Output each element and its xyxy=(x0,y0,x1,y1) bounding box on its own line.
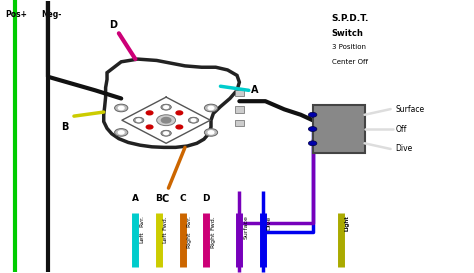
Circle shape xyxy=(176,125,182,129)
Circle shape xyxy=(161,117,171,123)
Text: Dive: Dive xyxy=(395,144,412,153)
Circle shape xyxy=(118,131,124,134)
Circle shape xyxy=(309,141,317,146)
Text: 3 Position: 3 Position xyxy=(331,44,365,50)
Circle shape xyxy=(208,106,214,110)
Text: Off: Off xyxy=(395,124,407,133)
Text: Center Off: Center Off xyxy=(331,59,367,65)
Text: Dive: Dive xyxy=(267,215,272,230)
Text: Neg-: Neg- xyxy=(41,10,61,19)
Text: C: C xyxy=(179,194,186,203)
Circle shape xyxy=(309,112,317,117)
Circle shape xyxy=(115,129,128,136)
Text: A: A xyxy=(251,85,259,95)
Circle shape xyxy=(164,132,168,135)
Text: Pos+: Pos+ xyxy=(5,10,27,19)
Text: Rvr.: Rvr. xyxy=(186,215,191,227)
Bar xyxy=(235,120,244,126)
Circle shape xyxy=(309,127,317,132)
Text: Left: Left xyxy=(139,232,144,243)
Text: Fwd.: Fwd. xyxy=(163,215,168,230)
Circle shape xyxy=(134,117,144,123)
Circle shape xyxy=(146,111,153,115)
Text: Light: Light xyxy=(345,215,350,231)
Circle shape xyxy=(204,129,218,136)
Text: Right: Right xyxy=(210,232,215,248)
Circle shape xyxy=(137,119,141,121)
Text: Surface: Surface xyxy=(243,215,248,239)
Bar xyxy=(313,105,365,153)
Text: Left: Left xyxy=(163,232,168,243)
Text: B: B xyxy=(61,121,68,132)
Text: Fwd.: Fwd. xyxy=(210,215,215,230)
Text: Right: Right xyxy=(186,232,191,248)
Circle shape xyxy=(118,106,124,110)
Text: S.P.D.T.: S.P.D.T. xyxy=(331,14,369,23)
Circle shape xyxy=(208,131,214,134)
Circle shape xyxy=(161,130,171,136)
Circle shape xyxy=(146,125,153,129)
Circle shape xyxy=(156,115,175,126)
Text: Light: Light xyxy=(345,215,350,231)
Text: B: B xyxy=(155,194,163,203)
Text: Switch: Switch xyxy=(331,29,364,38)
Text: D: D xyxy=(202,194,210,203)
Bar xyxy=(235,106,244,112)
Bar xyxy=(235,90,244,96)
Circle shape xyxy=(164,106,168,109)
Circle shape xyxy=(191,119,196,121)
Text: Surface: Surface xyxy=(395,105,424,114)
Text: D: D xyxy=(109,20,117,30)
Circle shape xyxy=(115,104,128,112)
Polygon shape xyxy=(104,59,239,147)
Text: C: C xyxy=(162,194,169,204)
Text: A: A xyxy=(132,194,139,203)
Circle shape xyxy=(188,117,199,123)
Circle shape xyxy=(161,104,171,110)
Circle shape xyxy=(204,104,218,112)
Circle shape xyxy=(176,111,182,115)
Text: Rvr.: Rvr. xyxy=(139,215,144,227)
